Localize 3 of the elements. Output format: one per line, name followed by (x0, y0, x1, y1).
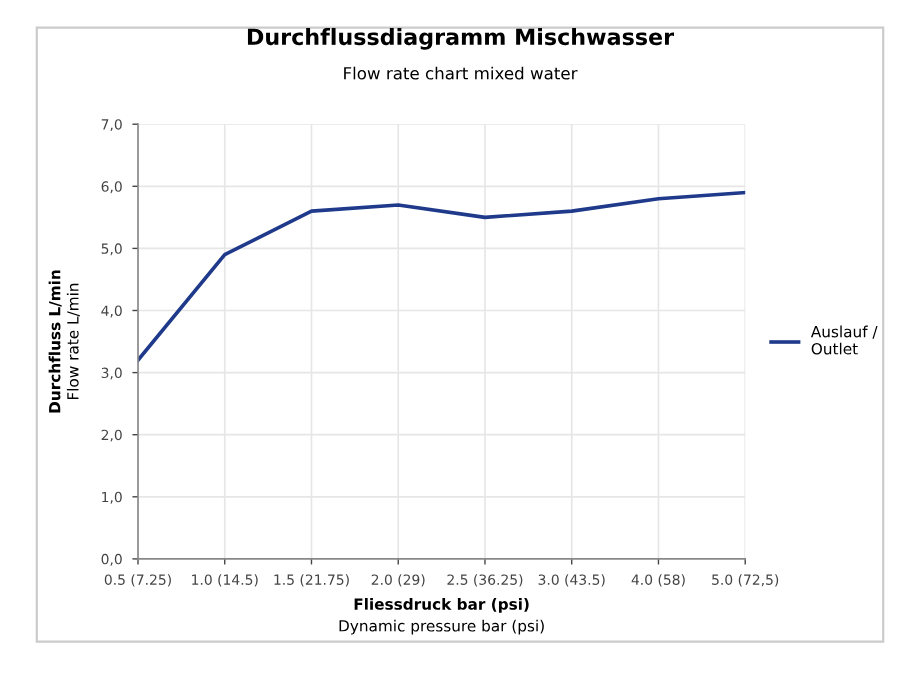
chart-title: Durchflussdiagramm Mischwasser (247, 27, 675, 50)
line-series (138, 190, 746, 362)
chart-subtitle: Flow rate chart mixed water (344, 66, 578, 80)
